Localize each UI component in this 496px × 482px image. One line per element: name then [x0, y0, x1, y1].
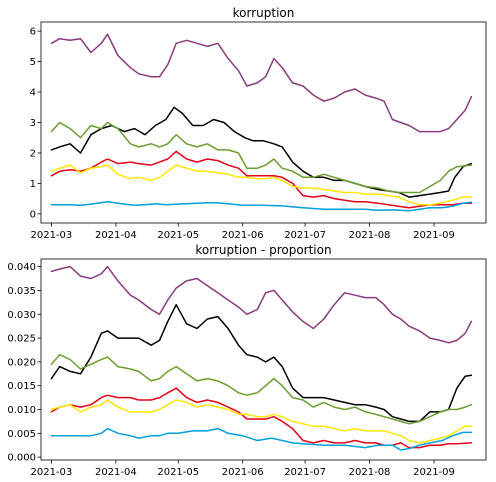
x-tick-label: 2021-09 — [413, 467, 455, 478]
x-tick-label: 2021-06 — [222, 467, 264, 478]
series-line-2 — [50, 106, 473, 198]
x-tick-label: 2021-07 — [284, 467, 326, 478]
x-tick-label: 2021-03 — [30, 230, 72, 241]
x-tick-label: 2021-05 — [157, 230, 199, 241]
y-tick-label: 4 — [30, 88, 36, 99]
x-tick-label: 2021-03 — [30, 467, 72, 478]
series-line-4 — [50, 387, 473, 449]
chart-title: korruption — [233, 6, 295, 20]
series-line-1 — [50, 33, 473, 133]
chart-title: korruption - proportion — [195, 243, 331, 257]
x-tick-label: 2021-08 — [349, 467, 391, 478]
series-line-6 — [50, 200, 473, 212]
y-tick-label: 0.025 — [7, 334, 36, 345]
y-tick-label: 3 — [30, 118, 36, 129]
series-line-3 — [50, 121, 473, 194]
series-line-5 — [50, 164, 473, 206]
series-line-4 — [50, 150, 473, 209]
y-tick-label: 0.000 — [7, 453, 36, 464]
series-line-2 — [50, 303, 473, 423]
y-tick-label: 0.015 — [7, 381, 36, 392]
series-line-3 — [50, 353, 473, 425]
x-tick-label: 2021-09 — [413, 230, 455, 241]
y-tick-label: 6 — [30, 27, 36, 38]
series-line-6 — [50, 427, 473, 451]
y-tick-label: 0.010 — [7, 405, 36, 416]
y-tick-label: 0.035 — [7, 286, 36, 297]
y-tick-label: 5 — [30, 57, 36, 68]
x-tick-label: 2021-05 — [157, 467, 199, 478]
plot-area-frame — [40, 258, 487, 461]
x-tick-label: 2021-04 — [95, 230, 137, 241]
series-line-1 — [50, 265, 473, 344]
series-line-5 — [50, 399, 473, 444]
x-tick-label: 2021-07 — [284, 230, 326, 241]
y-tick-label: 1 — [30, 179, 36, 190]
x-tick-label: 2021-06 — [222, 230, 264, 241]
chart-korruption-proportion: korruption - proportion 2021-03 2021-04 202… — [7, 243, 487, 478]
x-tick-label: 2021-08 — [349, 230, 391, 241]
y-tick-label: 0.005 — [7, 429, 36, 440]
y-tick-label: 0.020 — [7, 357, 36, 368]
y-tick-label: 0.030 — [7, 310, 36, 321]
y-tick-label: 0 — [30, 209, 36, 220]
y-tick-label: 0.040 — [7, 262, 36, 273]
x-tick-label: 2021-04 — [95, 467, 137, 478]
y-tick-label: 2 — [30, 148, 36, 159]
